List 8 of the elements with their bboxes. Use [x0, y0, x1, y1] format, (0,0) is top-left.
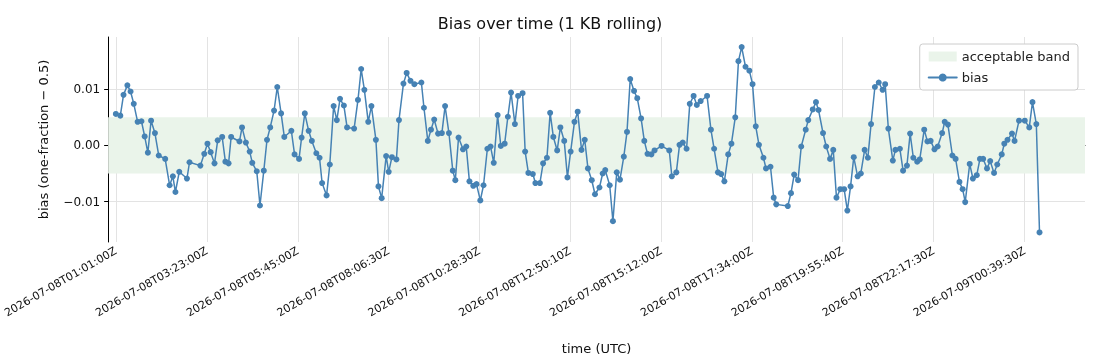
- y-tick-label: 0.00: [73, 138, 101, 153]
- y-axis-title: bias (one-fraction − 0.5): [36, 59, 52, 220]
- legend-label: acceptable band: [961, 49, 1070, 64]
- chart-title: Bias over time (1 KB rolling): [437, 13, 663, 33]
- x-axis-title: time (UTC): [561, 341, 632, 356]
- legend-label: bias: [961, 70, 989, 85]
- y-tick-label: 0.01: [73, 82, 101, 97]
- y-tick-label: −0.01: [63, 194, 101, 209]
